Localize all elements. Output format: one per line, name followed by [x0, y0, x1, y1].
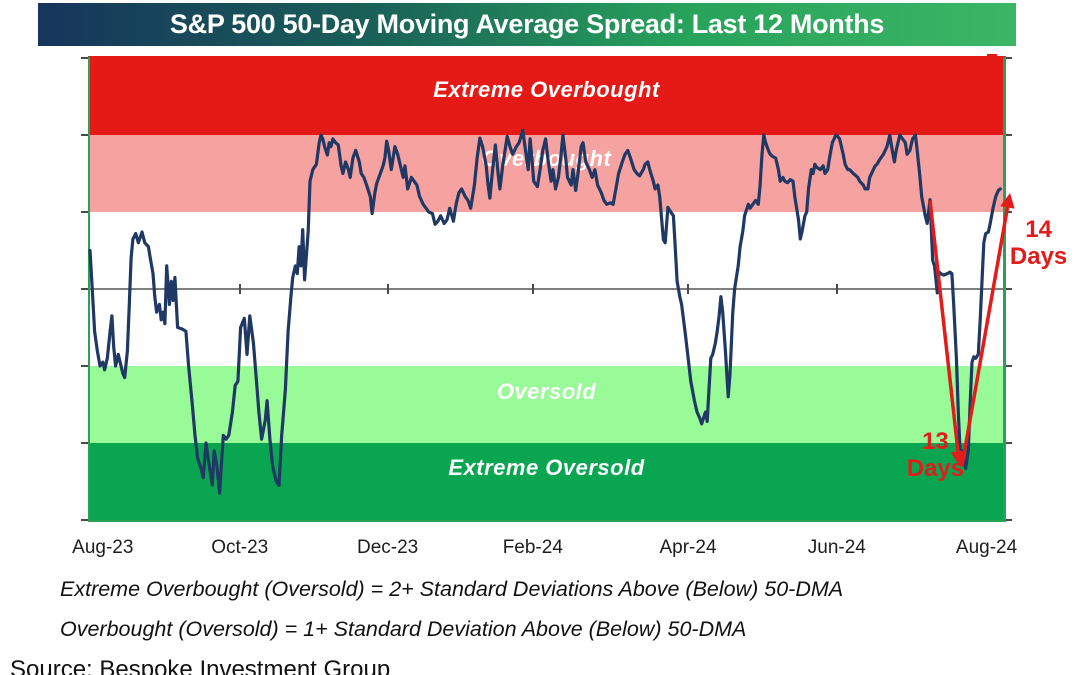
chart-title-bar: S&P 500 50-Day Moving Average Spread: La… [38, 3, 1016, 46]
sigma-tick [81, 288, 90, 290]
sigma-tick [1003, 211, 1012, 213]
sigma-tick [1003, 365, 1012, 367]
x-axis-label: Feb-24 [502, 537, 563, 558]
annotation-13-value: 13 [922, 427, 949, 455]
month-tick [532, 284, 534, 294]
footnote-line-2: Overbought (Oversold) = 1+ Standard Devi… [60, 617, 747, 641]
x-axis-label: Apr-24 [659, 537, 717, 558]
annotation-14-days: 14 Days [1010, 216, 1067, 270]
sigma-tick [81, 57, 90, 59]
band-label-overbought: Overbought [481, 146, 612, 171]
x-axis-label: Jun-24 [807, 537, 866, 558]
band-label-oversold: Oversold [496, 379, 597, 404]
sigma-tick [1003, 519, 1012, 521]
month-tick [836, 284, 838, 294]
footnote-line-1: Extreme Overbought (Oversold) = 2+ Stand… [60, 577, 844, 601]
band-fill [90, 58, 1003, 135]
chart-title: S&P 500 50-Day Moving Average Spread: La… [169, 9, 885, 39]
plot-area: Extreme Overbought Overbought Oversold E… [81, 54, 1012, 522]
red-corner-marker [987, 54, 997, 63]
annotation-13-days: 13 Days [907, 428, 964, 482]
x-axis-label: Aug-24 [955, 537, 1018, 558]
month-tick [239, 284, 241, 294]
sigma-tick [81, 134, 90, 136]
zero-gridline [82, 288, 1003, 290]
x-axis-label: Aug-23 [72, 537, 134, 558]
sigma-tick [1003, 442, 1012, 444]
x-axis-label: Dec-23 [357, 537, 419, 558]
sigma-tick [81, 365, 90, 367]
sigma-tick [81, 442, 90, 444]
band-label-extreme-overbought: Extreme Overbought [433, 77, 660, 102]
annotation-14-value: 14 [1025, 215, 1052, 243]
sigma-tick [1003, 57, 1012, 59]
source-credit: Source: Bespoke Investment Group [10, 656, 391, 675]
sigma-tick [81, 211, 90, 213]
x-axis-label: Oct-23 [211, 537, 269, 558]
band-label-extreme-oversold: Extreme Oversold [448, 455, 645, 480]
sigma-tick [1003, 288, 1012, 290]
sigma-tick [1003, 134, 1012, 136]
sigma-tick [81, 519, 90, 521]
annotation-13-unit: Days [906, 454, 965, 482]
annotation-14-unit: Days [1009, 242, 1068, 270]
month-tick [387, 284, 389, 294]
month-tick [687, 284, 689, 294]
